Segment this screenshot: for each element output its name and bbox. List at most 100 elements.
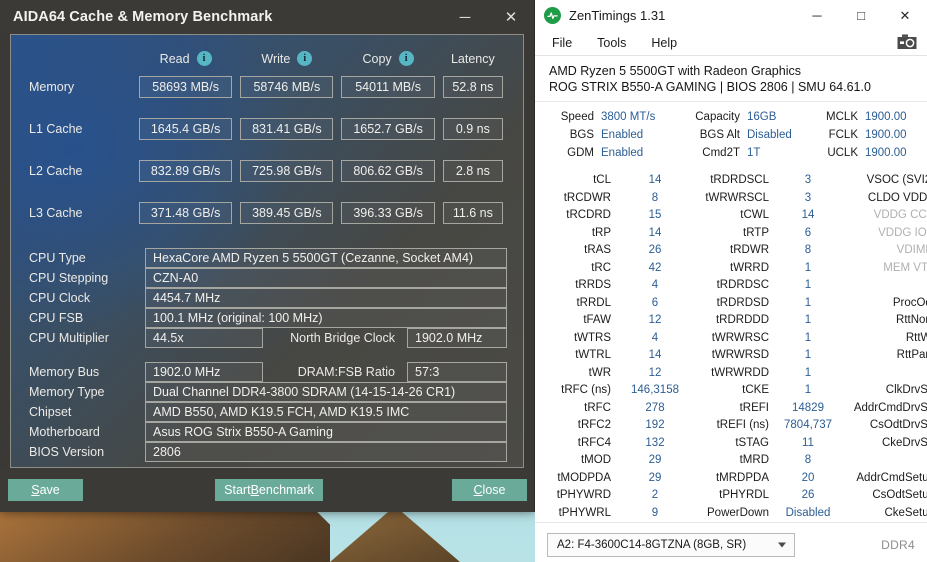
table-row: L1 Cache 1645.4 GB/s 831.41 GB/s 1652.7 … <box>27 114 507 144</box>
aida64-titlebar[interactable]: AIDA64 Cache & Memory Benchmark ─ ✕ <box>0 0 534 34</box>
cell-l2-write: 725.98 GB/s <box>236 156 337 186</box>
zentimings-titlebar[interactable]: ZenTimings 1.31 ─ □ ✕ <box>535 0 927 30</box>
column-header-write: Write i <box>236 45 337 72</box>
label-vdimm: VDIMM <box>896 244 927 256</box>
value-north-bridge-clock: 1902.0 MHz <box>407 328 507 348</box>
value-bios-version: 2806 <box>145 442 507 462</box>
label-twtrl: tWTRL <box>575 349 611 361</box>
label-trcdrd: tRCDRD <box>566 209 611 221</box>
system-info-block: AMD Ryzen 5 5500GT with Radeon Graphics … <box>535 56 927 102</box>
label-uclk: UCLK <box>827 147 858 159</box>
menu-item-help[interactable]: Help <box>651 35 678 50</box>
value-twrwrsc: 1 <box>804 331 812 344</box>
value-l2-write: 725.98 GB/s <box>240 160 334 182</box>
label-twrrd: tWRRD <box>730 261 769 274</box>
value-memory-latency: 52.8 ns <box>442 76 503 98</box>
column-header-read-label: Read <box>159 51 190 66</box>
system-info-table: CPU Type HexaCore AMD Ryzen 5 5500GT (Ce… <box>27 248 507 462</box>
value-mclk: 1900.00 <box>865 111 907 123</box>
column-header-write-label: Write <box>261 51 291 66</box>
value-trfc2: 192 <box>645 419 665 431</box>
value-tphyrdl: 26 <box>801 489 815 501</box>
label-cpu-multiplier: CPU Multiplier <box>29 331 109 345</box>
cell-l1-latency: 0.9 ns <box>439 114 507 144</box>
value-cpu-type: HexaCore AMD Ryzen 5 5500GT (Cezanne, So… <box>145 248 507 268</box>
column-header-read: Read i <box>135 45 236 72</box>
row-label-memory: Memory <box>29 80 75 94</box>
info-icon-read[interactable]: i <box>196 51 212 67</box>
info-row-motherboard: Motherboard Asus ROG Strix B550-A Gaming <box>27 422 507 442</box>
label-cmd2t: Cmd2T <box>702 147 740 159</box>
value-cpu-stepping: CZN-A0 <box>145 268 507 288</box>
label-capacity: Capacity <box>695 111 740 123</box>
zentimings-menubar: File Tools Help <box>535 30 927 56</box>
label-twtrs: tWTRS <box>573 331 611 344</box>
value-l1-copy: 1652.7 GB/s <box>341 118 435 140</box>
maximize-button[interactable]: □ <box>857 7 865 23</box>
value-l1-write: 831.41 GB/s <box>240 118 334 140</box>
value-l3-write: 389.45 GB/s <box>240 202 334 224</box>
value-l3-read: 371.48 GB/s <box>139 202 233 224</box>
dimm-select-value: A2: F4-3600C14-8GTZNA (8GB, SR) <box>557 538 747 551</box>
screenshot-camera-icon[interactable] <box>897 34 917 50</box>
label-mem-vtt: MEM VTT <box>883 261 927 274</box>
value-trfc-ns: 146,3158 <box>631 384 679 396</box>
value-tcl: 14 <box>648 174 662 186</box>
row-label-l3: L3 Cache <box>29 206 83 220</box>
value-fclk: 1900.00 <box>865 129 907 141</box>
label-trdrdsc: tRDRDSC <box>716 279 769 291</box>
value-twr: 12 <box>648 366 662 379</box>
info-row-cpu-stepping: CPU Stepping CZN-A0 <box>27 268 507 288</box>
info-icon-write[interactable]: i <box>297 51 313 67</box>
table-row: L3 Cache 371.48 GB/s 389.45 GB/s 396.33 … <box>27 198 507 228</box>
label-tcwl: tCWL <box>740 209 769 221</box>
benchmark-table: Read i Write i Copy i Latency Memory 58693 … <box>27 45 507 228</box>
value-l2-read: 832.89 GB/s <box>139 160 233 182</box>
zentimings-footer: A2: F4-3600C14-8GTZNA (8GB, SR) DDR4 <box>535 522 927 562</box>
info-row-cpu-type: CPU Type HexaCore AMD Ryzen 5 5500GT (Ce… <box>27 248 507 268</box>
label-rttnom: RttNom <box>896 314 927 326</box>
label-north-bridge-clock: North Bridge Clock <box>290 331 395 345</box>
cell-l3-write: 389.45 GB/s <box>236 198 337 228</box>
value-memory-read: 58693 MB/s <box>139 76 233 98</box>
spacer <box>27 348 507 362</box>
label-tphywrl: tPHYWRL <box>558 506 611 519</box>
close-icon[interactable]: ✕ <box>899 7 911 23</box>
label-fclk: FCLK <box>828 129 858 141</box>
value-trc: 42 <box>648 261 662 274</box>
info-icon-copy[interactable]: i <box>398 51 414 67</box>
cell-memory-latency: 52.8 ns <box>439 72 507 102</box>
close-icon[interactable]: ✕ <box>504 8 518 26</box>
minimize-button[interactable]: ─ <box>812 7 822 23</box>
label-dram-fsb-ratio: DRAM:FSB Ratio <box>297 365 395 379</box>
value-gdm: Enabled <box>601 147 644 159</box>
label-tmodpda: tMODPDA <box>557 471 611 484</box>
label-tcl: tCL <box>593 174 611 186</box>
cpu-name: AMD Ryzen 5 5500GT with Radeon Graphics <box>549 64 801 78</box>
label-tmod: tMOD <box>580 454 611 466</box>
label-trdwr: tRDWR <box>730 244 769 256</box>
menu-item-file[interactable]: File <box>552 35 573 50</box>
label-vsoc-svi2: VSOC (SVI2) <box>866 174 927 186</box>
label-twr: tWR <box>588 366 611 379</box>
menu-item-tools[interactable]: Tools <box>597 35 627 50</box>
label-cpu-stepping: CPU Stepping <box>29 271 109 285</box>
memory-summary-grid: Speed 3800 MT/s Capacity 16GB MCLK 1900.… <box>535 102 927 168</box>
label-rttpark: RttPark <box>896 349 927 361</box>
value-cpu-fsb: 100.1 MHz (original: 100 MHz) <box>145 308 507 328</box>
label-bgs: BGS <box>569 129 594 141</box>
value-tmodpda: 29 <box>648 471 662 484</box>
minimize-button[interactable]: ─ <box>459 8 471 26</box>
table-row: Memory 58693 MB/s 58746 MB/s 54011 MB/s … <box>27 72 507 102</box>
value-cmd2t: 1T <box>747 147 761 159</box>
info-row-cpu-multiplier: CPU Multiplier 44.5x North Bridge Clock … <box>27 328 507 348</box>
value-tmrd: 8 <box>804 454 812 466</box>
label-csodtdrvstr: CsOdtDrvStr <box>869 419 927 431</box>
value-l3-copy: 396.33 GB/s <box>341 202 435 224</box>
dimm-select-dropdown[interactable]: A2: F4-3600C14-8GTZNA (8GB, SR) <box>547 532 795 557</box>
